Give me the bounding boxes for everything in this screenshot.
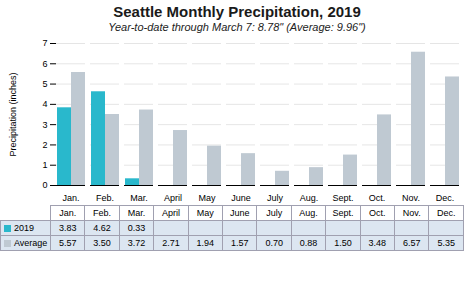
html-text:Oct.: Oct. <box>369 208 386 218</box>
svg-text:6: 6 <box>42 59 47 69</box>
html-text:June: June <box>230 208 250 218</box>
html-text:0.70: 0.70 <box>265 238 283 248</box>
html-text:Aug.: Aug. <box>299 208 318 218</box>
html-text:3.83: 3.83 <box>58 223 77 233</box>
html-text:Average: Average <box>14 238 48 248</box>
svg-text:0: 0 <box>42 180 47 190</box>
html-text:0.88: 0.88 <box>299 238 318 248</box>
svg-text:7: 7 <box>42 38 47 48</box>
html-text:1.94: 1.94 <box>196 238 215 248</box>
html-text:3.48: 3.48 <box>368 238 387 248</box>
svg-text:3: 3 <box>42 120 47 130</box>
html-text:1.57: 1.57 <box>231 238 249 248</box>
html-text:Feb.: Feb. <box>93 208 112 218</box>
html-text:0.33: 0.33 <box>127 223 146 233</box>
html-text:1.50: 1.50 <box>334 238 352 248</box>
svg-text:July: July <box>267 193 284 203</box>
svg-text:5: 5 <box>42 79 47 89</box>
html-text:2019: 2019 <box>14 223 34 233</box>
svg-text:Sept.: Sept. <box>332 193 353 203</box>
svg-text:April: April <box>164 193 182 203</box>
html-text:4.62: 4.62 <box>93 223 111 233</box>
svg-text:June: June <box>231 193 251 203</box>
html-text:April: April <box>161 208 180 218</box>
html-text:Year-to-date through March 7:: Year-to-date through March 7: 8.78" (Ave… <box>108 21 366 33</box>
svg-text:2: 2 <box>42 140 47 150</box>
html-text:3.50: 3.50 <box>93 238 111 248</box>
svg-text:4: 4 <box>42 99 47 109</box>
html-text:May: May <box>196 208 214 218</box>
svg-text:Aug.: Aug. <box>300 193 319 203</box>
html-text:July: July <box>266 208 283 218</box>
html-text:6.57: 6.57 <box>403 238 421 248</box>
svg-text:Oct.: Oct. <box>369 193 386 203</box>
html-text:5.35: 5.35 <box>437 238 455 248</box>
svg-text:Dec.: Dec. <box>436 193 455 203</box>
svg-text:Feb.: Feb. <box>96 193 114 203</box>
html-text:Sept.: Sept. <box>332 208 354 218</box>
svg-text:1: 1 <box>42 160 47 170</box>
html-text:Dec.: Dec. <box>437 208 456 218</box>
html-text:Mar.: Mar. <box>127 208 146 218</box>
html-text:2.71: 2.71 <box>162 238 180 248</box>
html-text:3.72: 3.72 <box>127 238 146 248</box>
html-text:Seattle Monthly Precipitation,: Seattle Monthly Precipitation, 2019 <box>113 3 361 20</box>
html-text:Jan.: Jan. <box>59 208 77 218</box>
svg-text:Jan.: Jan. <box>62 193 79 203</box>
html-text:5.57: 5.57 <box>58 238 77 248</box>
svg-text:Precipitation (inches): Precipitation (inches) <box>8 72 18 156</box>
svg-text:May: May <box>198 193 216 203</box>
svg-text:Mar.: Mar. <box>130 193 148 203</box>
svg-text:Nov.: Nov. <box>402 193 420 203</box>
html-text:Nov.: Nov. <box>402 208 421 218</box>
